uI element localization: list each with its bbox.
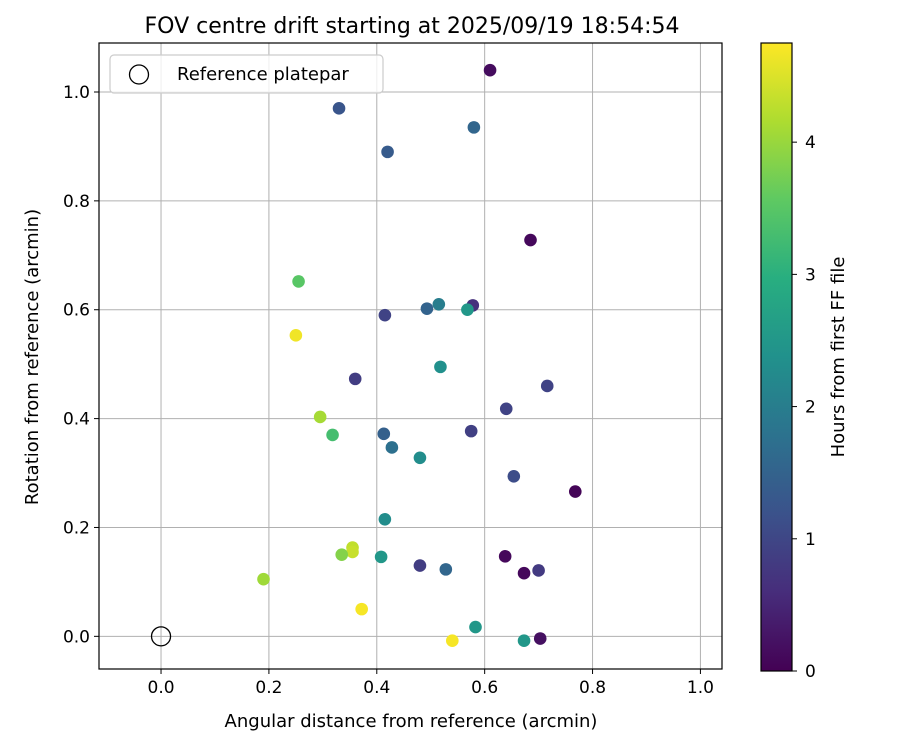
colorbar-tick-label: 3 bbox=[805, 265, 816, 285]
y-tick-label: 0.6 bbox=[63, 301, 90, 321]
data-point bbox=[292, 275, 305, 288]
data-point bbox=[335, 548, 349, 561]
data-point bbox=[326, 428, 339, 442]
data-point bbox=[524, 233, 537, 247]
legend-label: Reference platepar bbox=[177, 64, 349, 85]
y-axis-label: Rotation from reference (arcmin) bbox=[22, 209, 43, 505]
data-point bbox=[499, 402, 513, 416]
data-point bbox=[517, 566, 531, 580]
data-point bbox=[467, 121, 481, 134]
x-tick-label: 0.4 bbox=[363, 678, 390, 698]
y-tick-label: 1.0 bbox=[63, 83, 90, 103]
scatter-points bbox=[257, 63, 582, 647]
colorbar-tick-label: 2 bbox=[805, 398, 816, 418]
y-tick-label: 0.8 bbox=[63, 192, 90, 212]
data-point bbox=[464, 424, 478, 438]
colorbar: 0 1 2 3 4 Hours from first FF file bbox=[760, 42, 849, 682]
data-point bbox=[413, 451, 427, 465]
data-point bbox=[483, 63, 497, 77]
x-tick-label: 0.8 bbox=[579, 678, 606, 698]
data-point bbox=[413, 559, 427, 572]
colorbar-tick-label: 1 bbox=[805, 530, 816, 550]
legend-reference-marker-icon bbox=[128, 64, 150, 85]
y-tick-label: 0.2 bbox=[63, 518, 90, 538]
reference-platepar-marker bbox=[150, 626, 172, 647]
data-point bbox=[532, 564, 545, 577]
data-point bbox=[446, 634, 459, 647]
data-point bbox=[432, 297, 446, 311]
x-axis-label: Angular distance from reference (arcmin) bbox=[225, 711, 598, 732]
grid bbox=[99, 43, 722, 669]
colorbar-tick-label: 0 bbox=[805, 662, 816, 682]
data-point bbox=[378, 513, 392, 526]
y-tick-label: 0.4 bbox=[63, 410, 90, 430]
legend-box bbox=[109, 54, 384, 94]
data-point bbox=[533, 632, 547, 645]
data-point bbox=[540, 379, 554, 393]
data-point bbox=[348, 372, 362, 386]
legend: Reference platepar bbox=[109, 54, 384, 94]
data-point bbox=[289, 329, 303, 342]
data-point bbox=[469, 620, 482, 634]
x-tick-label: 0.6 bbox=[471, 678, 498, 698]
colorbar-label: Hours from first FF file bbox=[828, 257, 849, 458]
data-point bbox=[257, 572, 270, 586]
x-tick-label: 1.0 bbox=[687, 678, 714, 698]
data-point bbox=[439, 563, 453, 576]
colorbar-ticks: 0 1 2 3 4 bbox=[792, 133, 816, 682]
colorbar-gradient bbox=[760, 42, 793, 672]
data-point bbox=[374, 550, 388, 564]
data-point bbox=[377, 427, 391, 441]
data-point bbox=[507, 470, 521, 483]
data-point bbox=[381, 145, 394, 159]
data-point bbox=[313, 410, 327, 424]
x-tick-label: 0.0 bbox=[148, 678, 175, 698]
x-tick-label: 0.2 bbox=[255, 678, 282, 698]
data-point bbox=[461, 303, 474, 317]
colorbar-tick-label: 4 bbox=[805, 133, 816, 153]
y-tick-label: 0.0 bbox=[63, 627, 90, 647]
reference-marker-layer bbox=[150, 626, 172, 647]
data-point bbox=[517, 634, 531, 647]
data-point bbox=[346, 545, 359, 559]
x-axis-ticks: 0.0 0.2 0.4 0.6 0.8 1.0 bbox=[148, 669, 714, 698]
data-point bbox=[355, 602, 368, 616]
chart-title: FOV centre drift starting at 2025/09/19 … bbox=[145, 14, 680, 39]
data-point bbox=[378, 308, 392, 322]
data-point bbox=[498, 550, 512, 563]
data-point bbox=[420, 302, 434, 315]
axes-frame bbox=[98, 42, 723, 670]
data-point bbox=[434, 360, 447, 374]
y-axis-ticks: 0.0 0.2 0.4 0.6 0.8 1.0 bbox=[63, 83, 99, 647]
data-point bbox=[568, 485, 582, 498]
data-point bbox=[385, 441, 399, 454]
data-point bbox=[332, 102, 346, 115]
